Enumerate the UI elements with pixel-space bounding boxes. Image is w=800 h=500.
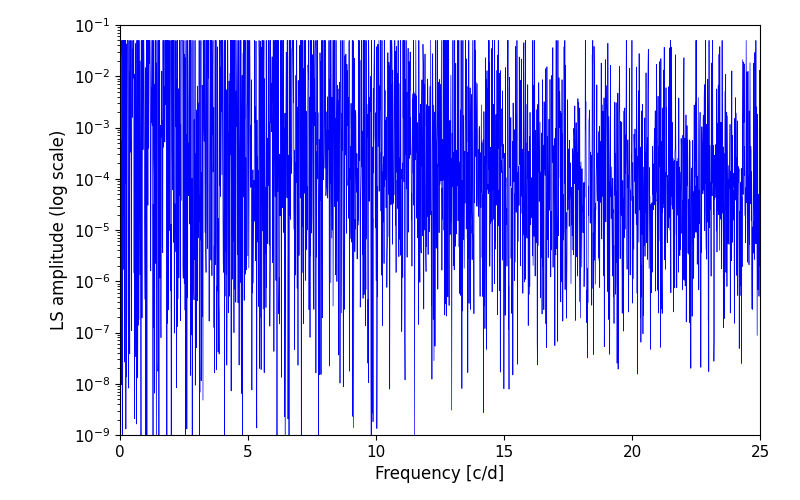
X-axis label: Frequency [c/d]: Frequency [c/d] [375,466,505,483]
Y-axis label: LS amplitude (log scale): LS amplitude (log scale) [50,130,68,330]
